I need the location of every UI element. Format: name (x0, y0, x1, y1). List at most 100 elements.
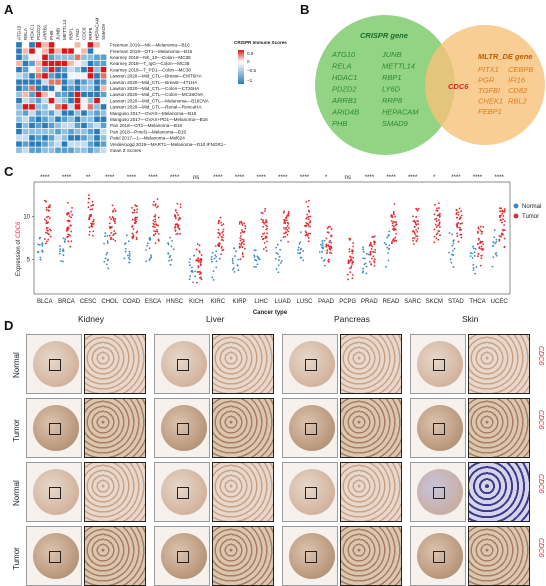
heatmap-cell (74, 41, 81, 48)
tumor-point (439, 212, 441, 215)
normal-point (237, 269, 240, 272)
tumor-point (173, 227, 176, 229)
tumor-point (347, 259, 350, 262)
tumor-point (327, 260, 330, 262)
tumor-point (265, 219, 267, 221)
heatmap-cell (74, 91, 81, 98)
tumor-point (154, 214, 157, 216)
tumor-point (199, 261, 202, 264)
tumor-point (264, 237, 267, 239)
tumor-point (196, 271, 199, 273)
normal-point (41, 250, 44, 253)
normal-point (193, 254, 196, 257)
heatmap-row-label: Manguso 2017—GVAX+PD1—Melanoma—B16 (110, 117, 208, 122)
heatmap-cell (41, 85, 49, 92)
normal-point (448, 251, 450, 254)
normal-point (471, 257, 474, 259)
tumor-point (195, 248, 198, 251)
tumor-point (260, 218, 263, 221)
tumor-point (242, 243, 245, 246)
tumor-point (136, 205, 138, 208)
tumor-point (456, 226, 459, 229)
heatmap-cell (15, 147, 23, 154)
normal-point (277, 253, 279, 255)
heatmap-cell (100, 79, 107, 86)
tumor-point (437, 238, 440, 241)
tumor-point (480, 245, 483, 248)
normal-point (59, 250, 61, 253)
ihc-core-image (282, 398, 338, 458)
heatmap-cell (22, 103, 29, 110)
tumor-point (260, 235, 263, 238)
venn-crispr-gene: HDAC1 (332, 73, 357, 82)
normal-point (128, 252, 131, 255)
tumor-point (221, 236, 224, 239)
heatmap-cell (67, 79, 75, 86)
heatmap-cell (80, 48, 88, 55)
heatmap-cell (15, 116, 23, 123)
tumor-point (395, 223, 398, 226)
heatmap-cell (22, 72, 29, 79)
heatmap-cell (93, 41, 101, 48)
venn-left-title: CRISPR gene (360, 31, 408, 40)
tumor-point (112, 217, 115, 220)
tumor-point (135, 236, 138, 239)
normal-point (150, 256, 153, 259)
heatmap-cell (22, 54, 29, 61)
tumor-point (478, 237, 480, 240)
tumor-point (373, 258, 376, 261)
heatmap-cell (15, 141, 23, 148)
heatmap-cell (80, 41, 88, 48)
heatmap-row-label: Pan 2018—OT1—Melanoma—B16 (110, 123, 182, 128)
venn-left-circle (315, 15, 455, 155)
tumor-point (482, 226, 485, 228)
heatmap-cell (93, 134, 101, 141)
tumor-point (411, 230, 414, 233)
tumor-point (45, 242, 47, 245)
normal-point (321, 240, 324, 242)
tumor-point (157, 232, 160, 235)
heatmap-cell (28, 141, 36, 148)
tumor-point (373, 261, 376, 264)
tumor-point (46, 232, 49, 235)
normal-point (299, 231, 302, 234)
heatmap-cell (48, 116, 55, 123)
tumor-point (369, 242, 372, 245)
tumor-point (503, 237, 506, 240)
ihc-zoom-image (84, 398, 146, 458)
tumor-point (112, 238, 115, 241)
tumor-point (394, 228, 397, 231)
venn-mltr-gene: IFI16 (508, 76, 526, 85)
tumor-point (92, 218, 95, 221)
ihc-gene-label: CDC6 (537, 538, 544, 558)
tumor-point (266, 232, 268, 235)
heatmap-cell (93, 97, 101, 104)
normal-point (473, 255, 476, 257)
venn-right-circle (425, 25, 545, 145)
tumor-point (460, 210, 462, 213)
tumor-point (437, 219, 440, 222)
heatmap-cell (80, 79, 88, 86)
heatmap-cell (80, 72, 88, 79)
tumor-point (263, 242, 266, 244)
heatmap-row-label: Vredevoogd 2019—MART1—Melanoma—D10 IFNGR… (110, 142, 226, 147)
tumor-point (457, 213, 460, 216)
heatmap-gene-label: PDZD2 (36, 24, 41, 40)
heatmap-row-label: Lawson 2020—Mid_CTL—Breast—4T1HA (110, 80, 198, 85)
tumor-point (416, 219, 419, 222)
normal-point (387, 259, 390, 262)
tumor-point (476, 232, 479, 234)
venn-crispr-gene: HEPACAM (382, 108, 419, 117)
tumor-point (503, 208, 506, 210)
chart-ytick-label: 10 (23, 214, 30, 220)
heatmap-cell (80, 60, 88, 67)
tumor-point (154, 232, 157, 235)
tumor-point (478, 242, 481, 245)
tumor-point (266, 225, 268, 228)
tumor-point (394, 236, 397, 239)
tumor-point (285, 219, 288, 222)
tumor-point (349, 238, 352, 240)
chart-significance: **** (148, 175, 158, 181)
chart-significance: **** (170, 175, 180, 181)
chart-significance: **** (105, 175, 115, 181)
